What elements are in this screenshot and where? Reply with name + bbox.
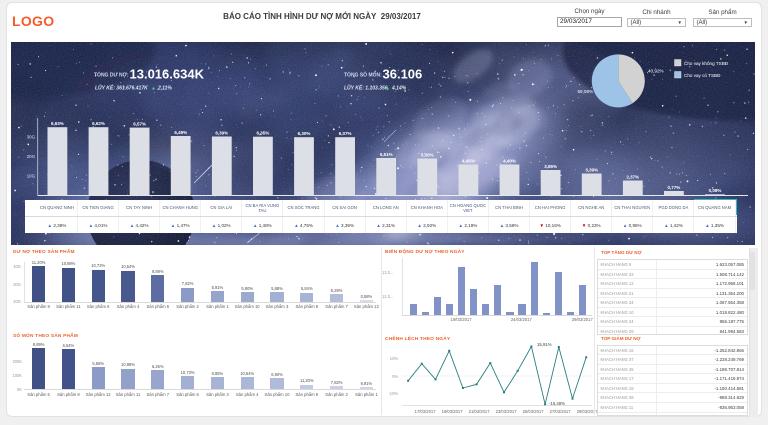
- svg-text:Cho vay không TSBĐ: Cho vay không TSBĐ: [684, 61, 729, 66]
- svg-text:0,08%: 0,08%: [709, 188, 722, 193]
- svg-text:6,07%: 6,07%: [339, 131, 352, 136]
- svg-text:6,35%: 6,35%: [257, 131, 270, 136]
- svg-text:6,39%: 6,39%: [215, 130, 228, 135]
- svg-text:5,51%: 5,51%: [380, 152, 393, 157]
- svg-text:3,86%: 3,86%: [544, 164, 557, 169]
- svg-text:3,39%: 3,39%: [585, 167, 598, 172]
- svg-text:6,57%: 6,57%: [133, 121, 146, 126]
- svg-text:2,37%: 2,37%: [626, 174, 639, 179]
- svg-text:LŨY KẾ: 361.676.417K: LŨY KẾ: 361.676.417K: [95, 84, 148, 92]
- svg-text:4,14%: 4,14%: [391, 86, 407, 92]
- svg-text:4,45%: 4,45%: [462, 158, 475, 163]
- svg-text:▲: ▲: [151, 86, 156, 92]
- svg-text:10G: 10G: [27, 173, 36, 178]
- svg-text:TỔNG DƯ NỢ:: TỔNG DƯ NỢ:: [94, 72, 129, 79]
- svg-text:36.106: 36.106: [383, 67, 423, 82]
- svg-text:6,62%: 6,62%: [92, 121, 105, 126]
- svg-text:TỔNG SỐ MÓN:: TỔNG SỐ MÓN:: [344, 71, 382, 79]
- svg-text:Cho vay có TSBĐ: Cho vay có TSBĐ: [684, 73, 721, 78]
- svg-text:6,49%: 6,49%: [174, 130, 187, 135]
- svg-text:2,11%: 2,11%: [157, 86, 172, 92]
- svg-text:40,92%: 40,92%: [648, 69, 664, 74]
- svg-text:5,30%: 5,30%: [421, 152, 434, 157]
- svg-text:13.016.634K: 13.016.634K: [130, 67, 205, 82]
- svg-text:30G: 30G: [27, 134, 36, 139]
- svg-text:▲: ▲: [385, 86, 390, 92]
- svg-text:59,08%: 59,08%: [578, 89, 594, 94]
- svg-text:4,40%: 4,40%: [503, 158, 516, 163]
- svg-text:LŨY KẾ: 1.103.356: LŨY KẾ: 1.103.356: [344, 84, 388, 92]
- svg-text:20G: 20G: [27, 154, 36, 159]
- svg-text:0,77%: 0,77%: [668, 185, 681, 190]
- svg-text:6,30%: 6,30%: [298, 131, 311, 136]
- svg-text:6,63%: 6,63%: [51, 121, 64, 126]
